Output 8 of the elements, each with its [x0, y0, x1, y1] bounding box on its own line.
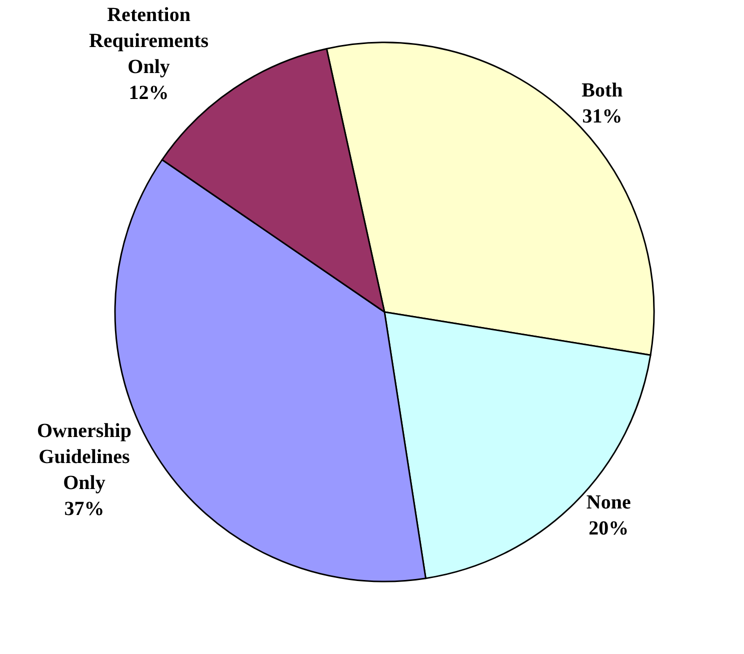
data-label: 20%: [588, 517, 629, 540]
slice-label: Ownership Guidelines Only: [36, 420, 132, 494]
data-label: 12%: [128, 82, 169, 104]
slice-label: Retention Requirements Only: [88, 4, 209, 78]
data-label: 31%: [582, 106, 622, 128]
data-label: 37%: [64, 498, 104, 520]
slice-label: None: [586, 491, 631, 514]
slice-label: Both: [582, 80, 623, 102]
